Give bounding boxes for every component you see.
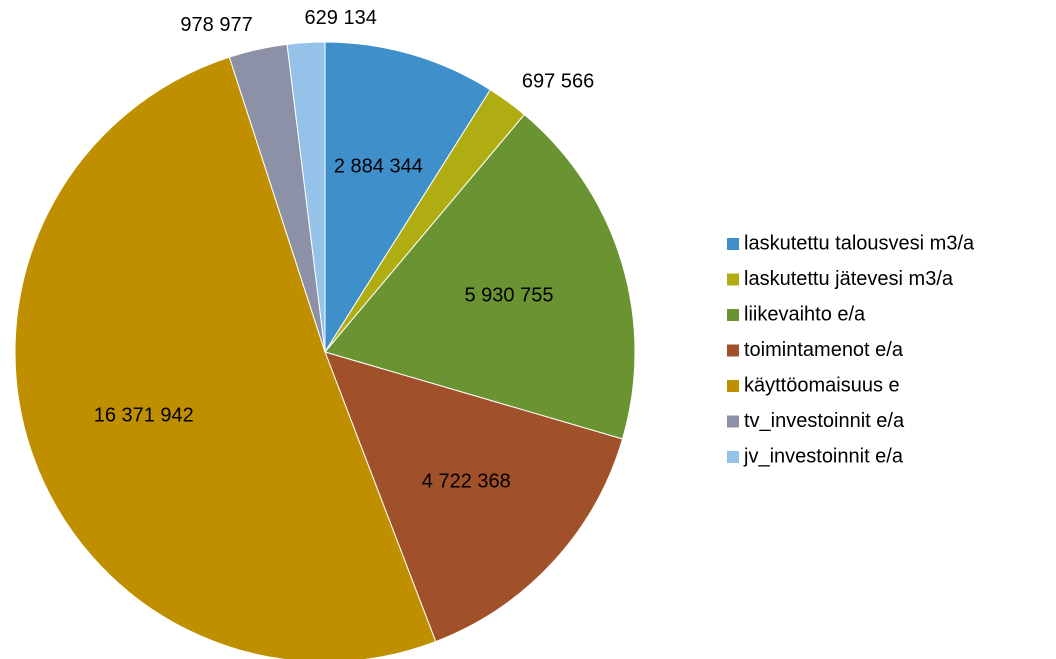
legend-label: laskutettu talousvesi m3/a bbox=[744, 232, 975, 254]
pie-slice bbox=[14, 56, 437, 659]
data-label: 697 566 bbox=[522, 71, 594, 93]
legend-swatch bbox=[727, 415, 739, 428]
legend-label: toimintamenot e/a bbox=[744, 339, 904, 361]
legend-label: käyttöomaisuus e bbox=[744, 374, 900, 396]
legend-swatch bbox=[727, 344, 739, 357]
data-label: 978 977 bbox=[180, 14, 252, 36]
legend-swatch bbox=[727, 273, 739, 286]
data-label: 629 134 bbox=[305, 7, 377, 29]
legend-label: liikevaihto e/a bbox=[744, 303, 866, 325]
pie-slice bbox=[324, 351, 624, 643]
data-label: 4 722 368 bbox=[422, 471, 511, 493]
pie-slice bbox=[324, 113, 636, 440]
legend-label: jv_investoinnit e/a bbox=[743, 445, 904, 467]
pie-slice bbox=[286, 41, 326, 353]
legend-label: laskutettu jätevesi m3/a bbox=[744, 268, 954, 290]
legend-swatch bbox=[727, 380, 739, 392]
legend-swatch bbox=[727, 309, 739, 321]
legend-swatch bbox=[727, 451, 739, 463]
data-label: 5 930 755 bbox=[464, 285, 553, 307]
data-label: 16 371 942 bbox=[94, 404, 194, 426]
data-label: 2 884 344 bbox=[334, 156, 423, 178]
legend-swatch bbox=[727, 238, 739, 250]
pie-slice bbox=[324, 41, 492, 354]
legend-label: tv_investoinnit e/a bbox=[744, 410, 905, 432]
